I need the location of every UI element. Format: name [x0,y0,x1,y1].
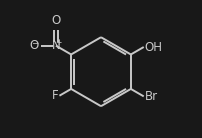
Text: OH: OH [144,41,162,54]
Text: N: N [52,39,60,52]
Text: −: − [31,38,38,47]
Text: O: O [30,39,39,52]
Text: Br: Br [144,90,158,103]
Text: O: O [51,14,61,27]
Text: +: + [56,38,62,47]
Text: F: F [52,89,59,102]
